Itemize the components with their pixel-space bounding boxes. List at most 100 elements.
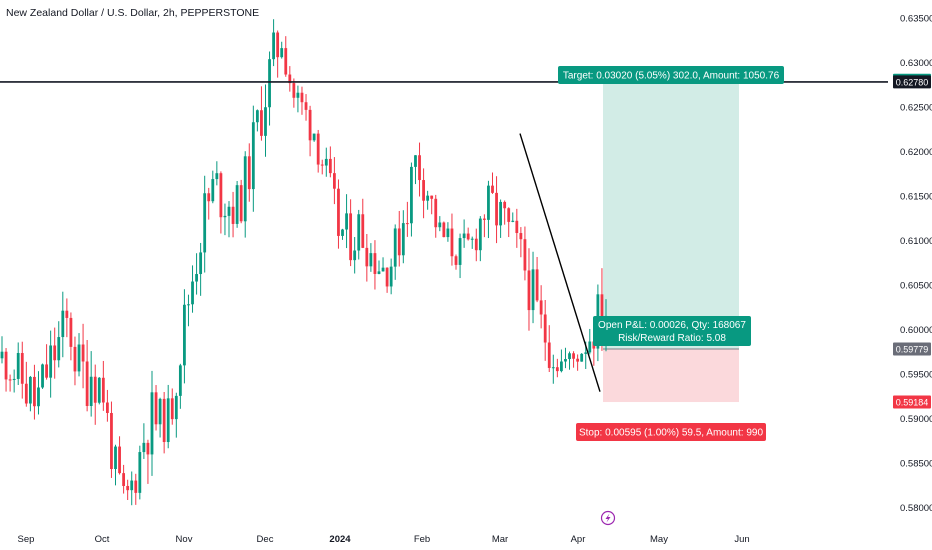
candle-body [126, 485, 130, 491]
candle-body [551, 367, 555, 369]
candle-body [458, 238, 462, 265]
candle-body [110, 412, 113, 470]
candle-body [584, 352, 588, 354]
candle-body [272, 32, 275, 60]
position-labels: Target: 0.03020 (5.05%) 302.0, Amount: 1… [558, 66, 784, 441]
candle-body [41, 364, 44, 388]
x-tick-label: 2024 [329, 534, 351, 545]
candle-body [438, 222, 442, 228]
y-tick-label: 0.61500 [900, 191, 932, 202]
candle-body [580, 353, 584, 362]
candle-body [280, 48, 284, 58]
candle-body [292, 83, 296, 98]
y-tick-label: 0.60000 [900, 325, 932, 336]
candle-body [389, 266, 393, 287]
position-zones [603, 80, 739, 403]
lightning-icon[interactable] [600, 510, 616, 526]
candle-body [215, 173, 219, 180]
candle-body [89, 376, 93, 406]
candle-body [16, 353, 20, 379]
candle-body [203, 193, 207, 253]
x-tick-label: Apr [571, 534, 586, 545]
candle-body [65, 310, 69, 318]
svg-text:0.62780: 0.62780 [896, 77, 929, 87]
candle-body [114, 446, 117, 470]
candle-body [138, 452, 142, 493]
candle-body [487, 185, 490, 220]
candle-body [28, 376, 32, 404]
svg-text:Target: 0.03020 (5.05%) 302.0,: Target: 0.03020 (5.05%) 302.0, Amount: 1… [563, 71, 780, 82]
candle-body [105, 402, 109, 413]
candle-body [560, 361, 563, 372]
candle-body [414, 155, 417, 167]
candle-body [442, 222, 446, 238]
candle-body [515, 220, 519, 234]
stop-label: Stop: 0.00595 (1.00%) 59.5, Amount: 990 [576, 423, 766, 441]
x-tick-label: Mar [492, 534, 508, 545]
trendline[interactable] [519, 133, 601, 392]
candle-body [320, 164, 324, 166]
candle-body [118, 446, 121, 474]
candle-body [337, 188, 340, 236]
candle-body [183, 304, 186, 366]
candle-body [499, 201, 503, 226]
candle-body [251, 122, 255, 190]
candle-body [304, 102, 308, 110]
time-axis[interactable]: Sep Oct Nov Dec 2024 Feb Mar Apr May Jun [18, 510, 750, 546]
candle-body [543, 314, 547, 343]
candle-body [491, 185, 494, 193]
candle-body [507, 208, 511, 222]
candle-body [576, 358, 580, 362]
candle-body [187, 304, 190, 306]
candle-body [482, 218, 486, 220]
candle-body [430, 195, 434, 199]
x-tick-label: Dec [257, 534, 274, 545]
candle-body [511, 220, 515, 222]
x-tick-label: Sep [18, 534, 35, 545]
svg-text:Open P&L: 0.00026, Qty: 168067: Open P&L: 0.00026, Qty: 168067 [598, 320, 746, 331]
candle-body [191, 281, 194, 305]
candle-body [446, 228, 450, 238]
candle-body [199, 252, 203, 275]
target-zone[interactable] [603, 80, 739, 350]
candle-body [255, 110, 259, 123]
candle-body [239, 185, 243, 222]
candle-body [4, 351, 8, 380]
candle-body [276, 32, 280, 58]
candle-body [0, 351, 4, 359]
price-axis[interactable]: 0.63500 0.63000 0.62500 0.62000 0.61500 0.610… [893, 13, 932, 514]
candle-body [478, 218, 482, 251]
candle-body [69, 317, 73, 347]
candle-body [207, 193, 211, 202]
candle-body [369, 253, 373, 267]
candle-body [466, 233, 470, 240]
svg-text:Risk/Reward Ratio: 5.08: Risk/Reward Ratio: 5.08 [618, 333, 726, 344]
candle-body [49, 345, 53, 378]
candle-body [97, 377, 101, 403]
candle-body [377, 271, 381, 274]
candle-body [33, 376, 36, 407]
candle-body [77, 344, 81, 372]
candle-body [418, 155, 421, 181]
candle-body [296, 92, 300, 98]
candle-body [385, 267, 389, 287]
y-tick-label: 0.62000 [900, 147, 932, 158]
candle-body [93, 376, 97, 403]
candle-body [474, 238, 478, 251]
candle-body [231, 206, 235, 224]
candle-body [24, 383, 28, 404]
candle-body [154, 392, 158, 425]
candle-body [324, 158, 328, 166]
candle-body [146, 442, 150, 455]
candle-body [8, 379, 12, 381]
candle-body [495, 192, 498, 226]
axis-price-label: 0.62780 [893, 75, 931, 89]
stop-zone[interactable] [603, 349, 739, 403]
candle-body [166, 398, 170, 443]
candle-body [568, 353, 571, 360]
candle-body [393, 228, 397, 267]
svg-text:0.59779: 0.59779 [896, 345, 929, 355]
candle-body [122, 473, 126, 486]
